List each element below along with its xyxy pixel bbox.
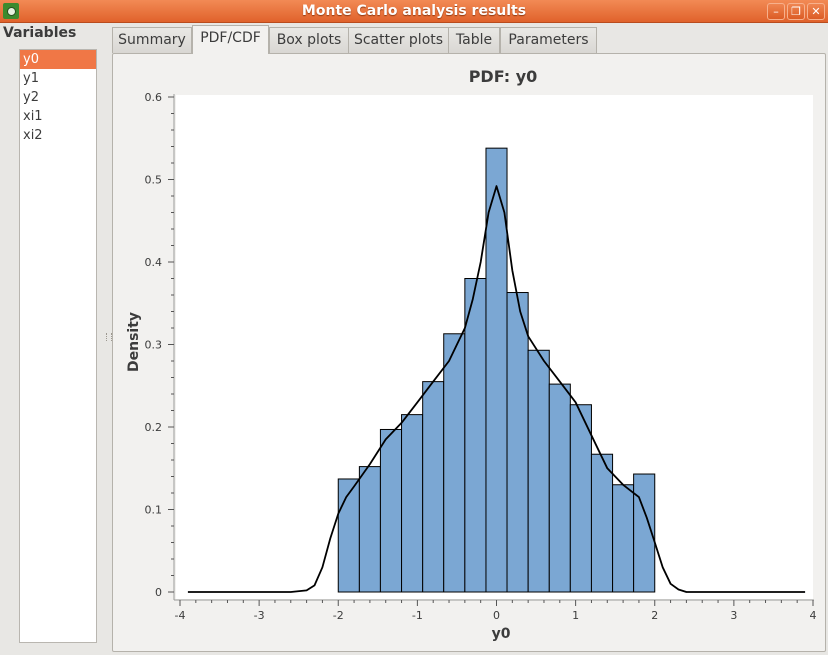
histogram-bar bbox=[358, 466, 381, 593]
x-tick-label: -2 bbox=[333, 609, 344, 622]
tab-scatter-plots[interactable]: Scatter plots bbox=[348, 27, 449, 53]
x-tick-label: 4 bbox=[810, 609, 817, 622]
window-title: Monte Carlo analysis results bbox=[301, 3, 527, 19]
histogram-bar bbox=[464, 278, 487, 593]
variable-item-xi1[interactable]: xi1 bbox=[23, 109, 43, 124]
tab-box-plots[interactable]: Box plots bbox=[269, 27, 349, 53]
y-tick-label: 0.3 bbox=[145, 339, 163, 352]
y-tick-label: 0.2 bbox=[145, 421, 163, 434]
variable-item-y2[interactable]: y2 bbox=[23, 90, 39, 105]
y-tick-label: 0.1 bbox=[145, 504, 163, 517]
density-curve bbox=[187, 185, 806, 593]
y-tick-label: 0.4 bbox=[145, 256, 163, 269]
histogram-bar bbox=[401, 414, 424, 593]
variable-item-y0[interactable]: y0 bbox=[20, 50, 96, 69]
variables-list[interactable]: y0 y1 y2 xi1 xi2 bbox=[19, 49, 97, 643]
histogram-bar bbox=[612, 484, 635, 593]
app-icon bbox=[3, 3, 19, 19]
tab-table[interactable]: Table bbox=[448, 27, 500, 53]
variables-heading: Variables bbox=[3, 25, 77, 41]
histogram-bar bbox=[527, 349, 550, 593]
x-tick-label: 1 bbox=[572, 609, 579, 622]
x-tick-label: -3 bbox=[254, 609, 265, 622]
x-tick-label: 3 bbox=[730, 609, 737, 622]
y-axis-label: Density bbox=[126, 312, 142, 372]
histogram-bar bbox=[443, 333, 466, 593]
x-axis-label: y0 bbox=[492, 626, 511, 642]
minimize-button[interactable]: – bbox=[767, 3, 785, 20]
variable-item-y1[interactable]: y1 bbox=[23, 71, 39, 86]
tab-summary[interactable]: Summary bbox=[112, 27, 192, 53]
histogram-bar bbox=[379, 428, 403, 593]
x-tick-label: 2 bbox=[651, 609, 658, 622]
y-tick-label: 0.6 bbox=[145, 91, 163, 104]
x-tick-label: -1 bbox=[412, 609, 423, 622]
pdf-cdf-panel: PDF: y0 y0 Density -4 -3 -2 -1 0 1 2 3 4 0 0.1 0.2 0… bbox=[112, 53, 826, 652]
chart-title: PDF: y0 bbox=[469, 67, 538, 86]
histogram-bar bbox=[633, 473, 656, 593]
variable-item-xi2[interactable]: xi2 bbox=[23, 128, 43, 143]
pdf-chart[interactable]: PDF: y0 y0 Density -4 -3 -2 -1 0 1 2 3 4 0 0.1 0.2 0… bbox=[113, 54, 825, 651]
histogram-bar bbox=[569, 404, 592, 593]
histogram-bar bbox=[337, 478, 360, 593]
maximize-button[interactable]: ❐ bbox=[787, 3, 805, 20]
splitter-handle[interactable] bbox=[106, 333, 112, 341]
window-titlebar: Monte Carlo analysis results – ❐ ✕ bbox=[0, 0, 828, 23]
histogram-bar bbox=[590, 453, 614, 593]
y-tick-label: 0 bbox=[155, 586, 162, 599]
histogram-bar bbox=[506, 292, 529, 593]
tab-parameters[interactable]: Parameters bbox=[500, 27, 597, 53]
tab-pdf-cdf[interactable]: PDF/CDF bbox=[192, 25, 269, 54]
histogram-bar bbox=[548, 383, 571, 593]
x-tick-label: -4 bbox=[175, 609, 186, 622]
histogram-bar bbox=[422, 381, 445, 593]
x-tick-label: 0 bbox=[493, 609, 500, 622]
y-tick-label: 0.5 bbox=[145, 174, 163, 187]
variables-panel: Variables y0 y1 y2 xi1 xi2 bbox=[0, 23, 104, 654]
close-button[interactable]: ✕ bbox=[807, 3, 825, 20]
